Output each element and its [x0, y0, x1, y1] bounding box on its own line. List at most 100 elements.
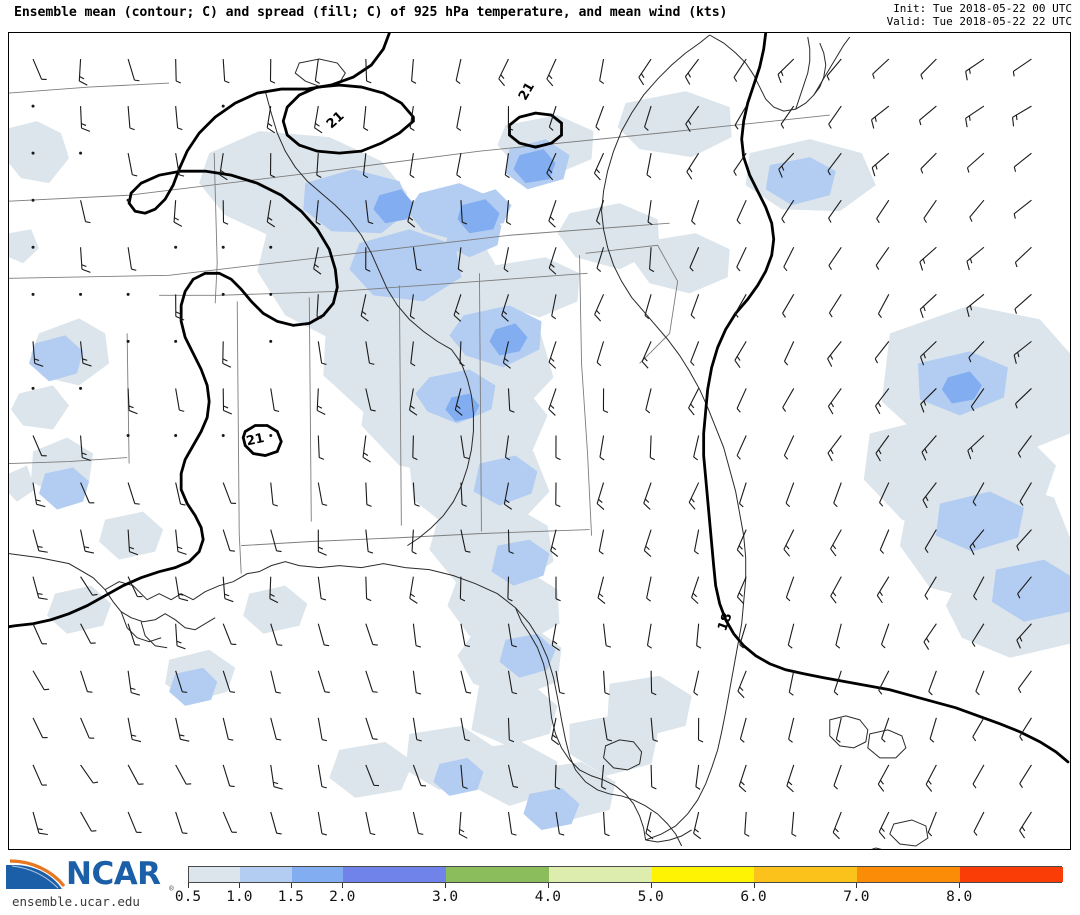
wind-barb [455, 58, 462, 84]
wind-barb [695, 764, 701, 790]
wind-barb [871, 152, 890, 177]
wind-barb [555, 576, 561, 602]
wind-barb [596, 200, 605, 225]
colorbar-tick-label-8.0: 8.0 [946, 889, 973, 905]
wind-barb [412, 811, 424, 835]
wind-barb [126, 433, 130, 437]
wind-barb [317, 670, 330, 693]
wind-barb [174, 339, 178, 343]
wind-barb [966, 246, 985, 271]
wind-barb [1011, 105, 1032, 127]
wind-barb [127, 811, 142, 834]
wind-barb [925, 764, 937, 792]
wind-barb [175, 153, 185, 177]
wind-barb [32, 764, 47, 786]
wind-barb [833, 764, 842, 790]
wind-barb [599, 435, 605, 461]
wind-barb [31, 104, 35, 108]
wind-barb [832, 811, 842, 840]
wind-barb [365, 482, 372, 507]
wind-barb [969, 199, 985, 222]
wind-barb [317, 482, 328, 506]
wind-barb [270, 764, 283, 790]
wind-barb [360, 294, 369, 322]
wind-barb [965, 58, 985, 81]
wind-barb [966, 152, 985, 173]
wind-barb [550, 529, 559, 557]
wind-barb [222, 623, 237, 645]
wind-barb [80, 576, 98, 596]
wind-barb [316, 153, 322, 178]
wind-barb [503, 247, 510, 273]
wind-barb [222, 529, 235, 552]
wind-barb [32, 717, 48, 739]
wind-barb [365, 529, 374, 554]
wind-barb [594, 294, 605, 322]
wind-barb [507, 106, 514, 131]
wind-barb [506, 200, 512, 226]
wind-barb [876, 576, 890, 604]
colorbar-tick-label-6.0: 6.0 [740, 889, 767, 905]
colorbar-tick-label-7.0: 7.0 [843, 889, 870, 905]
wind-barb [80, 764, 99, 784]
wind-barb [316, 294, 322, 320]
wind-barb [80, 106, 91, 132]
wind-barb [175, 59, 182, 84]
ncar-logo-mark [6, 859, 66, 889]
wind-barb [645, 388, 652, 414]
wind-barb [778, 152, 795, 178]
wind-barb [460, 200, 468, 225]
wind-barb [221, 292, 225, 296]
wind-barb [127, 247, 137, 271]
wind-barb [968, 341, 985, 363]
wind-barb [736, 199, 747, 225]
wind-barb [881, 717, 890, 743]
wind-barb [456, 153, 462, 179]
wind-barb [643, 482, 652, 510]
wind-barb [80, 529, 94, 554]
wind-barb [787, 623, 795, 649]
colorbar-tick-2.0 [342, 883, 344, 888]
map-panel[interactable]: 21 21 21 18 [8, 32, 1071, 850]
wind-barb [975, 670, 985, 696]
wind-barb [685, 105, 700, 133]
wind-barb [871, 105, 890, 129]
wind-barb [460, 529, 471, 553]
wind-barb [32, 670, 50, 691]
wind-barb [744, 811, 750, 837]
wind-barb [833, 670, 842, 696]
wind-barb [31, 198, 35, 202]
wind-barb [457, 247, 463, 273]
wind-barb [550, 717, 560, 746]
wind-barb [221, 104, 225, 108]
wind-barb [454, 388, 463, 416]
wind-barb [924, 576, 937, 600]
wind-barb [878, 811, 890, 840]
colorbar-tick-3.0 [445, 883, 447, 888]
wind-barb [460, 623, 470, 648]
wind-barb [317, 341, 327, 366]
wind-barb [736, 435, 747, 460]
wind-barb [412, 764, 427, 787]
wind-barb [777, 58, 795, 84]
wind-barb [781, 199, 795, 224]
wind-barb [314, 58, 320, 84]
wind-barb [175, 388, 185, 412]
wind-barb [874, 341, 890, 364]
ncar-logo[interactable]: NCAR ® ensemble.ucar.edu [4, 856, 174, 910]
wind-barb [270, 482, 278, 507]
wind-barb [649, 247, 655, 273]
wind-barb [126, 292, 130, 296]
wind-barb [79, 151, 83, 155]
colorbar[interactable] [188, 866, 1063, 883]
wind-barb [409, 153, 415, 179]
wind-barb [970, 388, 985, 412]
wind-barb [222, 388, 232, 415]
wind-barb [923, 623, 937, 650]
wind-barb [458, 811, 468, 839]
colorbar-tick-6.0 [753, 883, 755, 888]
wind-barb [175, 529, 187, 555]
wind-barb [174, 433, 178, 437]
wind-barb [783, 341, 795, 366]
wind-barb [317, 811, 327, 836]
